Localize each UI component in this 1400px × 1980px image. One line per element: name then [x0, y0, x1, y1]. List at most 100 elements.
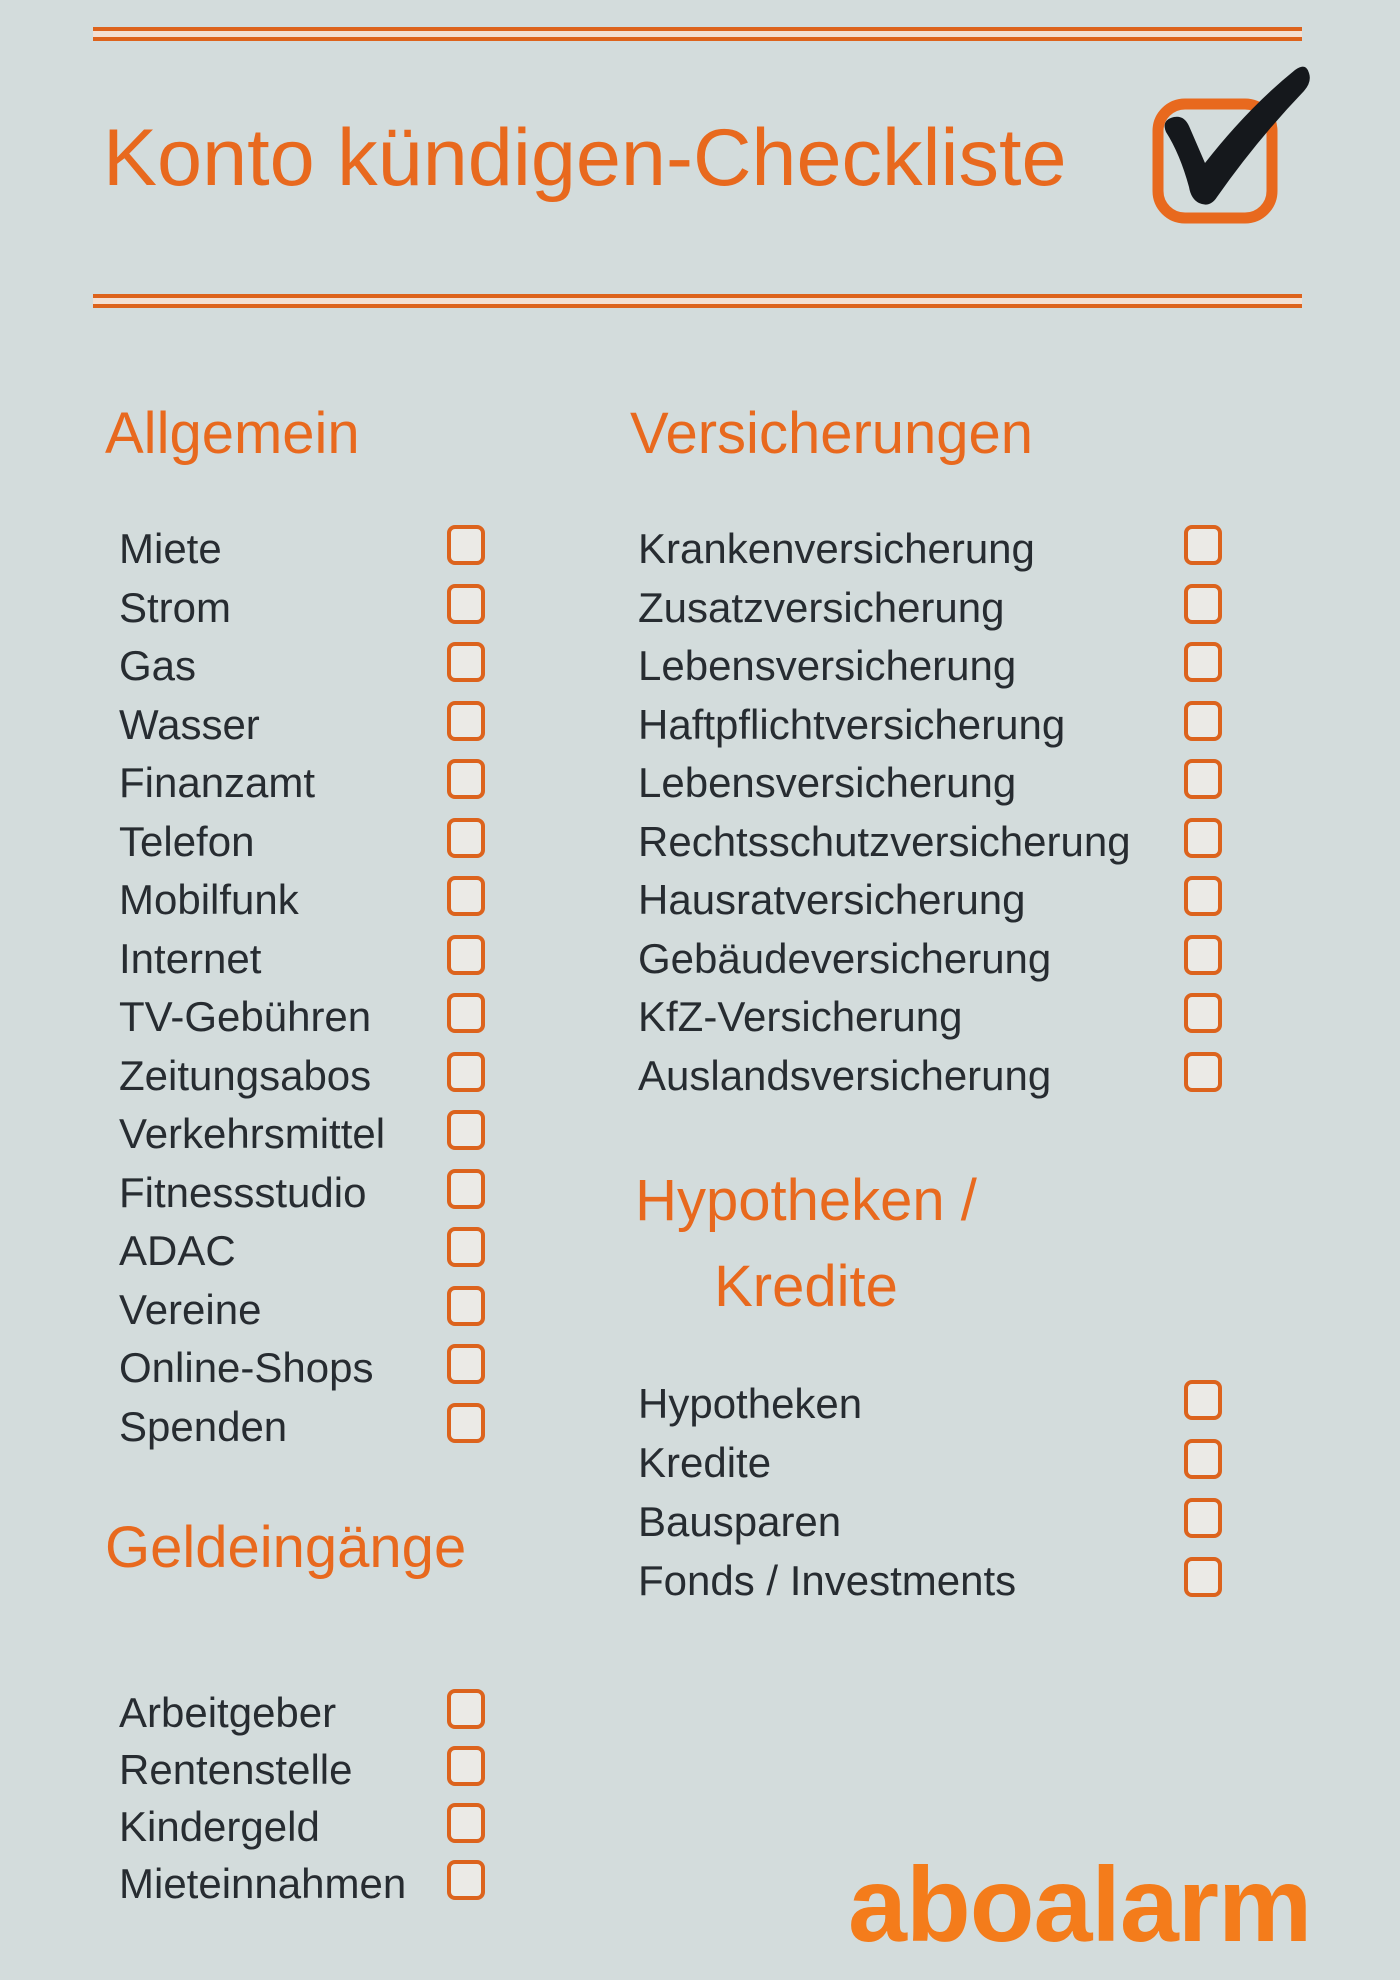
section-title-hypotheken-kredite: Hypotheken / Kredite: [630, 1158, 982, 1330]
checklist-item: Finanzamt: [105, 754, 485, 813]
item-checkbox[interactable]: [447, 1227, 485, 1268]
checklist-item: Spenden: [105, 1398, 485, 1457]
geldeingaenge-list: Arbeitgeber Rentenstelle Kindergeld Miet…: [105, 1684, 485, 1912]
hypotheken-list: Hypotheken Kredite Bausparen Fonds / Inv…: [630, 1374, 1222, 1610]
item-checkbox[interactable]: [447, 1285, 485, 1326]
item-checkbox[interactable]: [447, 1802, 485, 1843]
item-checkbox[interactable]: [1184, 525, 1222, 566]
item-checkbox[interactable]: [447, 642, 485, 683]
hypotheken-title-line2: Kredite: [714, 1254, 898, 1319]
checklist-item: Vereine: [105, 1281, 485, 1340]
item-label: Rechtsschutzversicherung: [638, 817, 1131, 865]
checklist-item: Strom: [105, 579, 485, 638]
checklist-item: Fitnessstudio: [105, 1164, 485, 1223]
item-label: Zeitungsabos: [119, 1051, 372, 1099]
checklist-item: Internet: [105, 930, 485, 989]
item-label: Kredite: [638, 1438, 772, 1486]
allgemein-list: Miete Strom Gas Wasser: [105, 520, 485, 1456]
item-checkbox[interactable]: [447, 1859, 485, 1900]
section-hypotheken-kredite: Hypotheken / Kredite Hypotheken Kredite B…: [630, 1158, 1222, 1610]
item-checkbox[interactable]: [447, 759, 485, 800]
item-label: TV-Gebühren: [119, 993, 372, 1041]
item-checkbox[interactable]: [447, 876, 485, 917]
top-double-rule: [93, 27, 1302, 41]
item-checkbox[interactable]: [447, 1168, 485, 1209]
item-checkbox[interactable]: [447, 1110, 485, 1151]
checklist-item: Hypotheken: [630, 1374, 1222, 1433]
checklist-item: Arbeitgeber: [105, 1684, 485, 1741]
item-checkbox[interactable]: [1184, 1438, 1222, 1479]
item-label: Lebensversicherung: [638, 642, 1017, 690]
checklist-item: Krankenversicherung: [630, 520, 1222, 579]
item-label: Fonds / Investments: [638, 1556, 1017, 1604]
checklist-item: Rentenstelle: [105, 1741, 485, 1798]
checklist-item: Kredite: [630, 1433, 1222, 1492]
checklist-item: Auslandsversicherung: [630, 1047, 1222, 1106]
item-label: Finanzamt: [119, 759, 316, 807]
item-checkbox[interactable]: [447, 583, 485, 624]
section-geldeingaenge: Geldeingänge Arbeitgeber Rentenstelle Ki…: [105, 1512, 485, 1912]
item-label: Mieteinnahmen: [119, 1859, 407, 1907]
item-label: ADAC: [119, 1227, 236, 1275]
checked-checkbox-icon: [1152, 66, 1310, 224]
section-title-versicherungen: Versicherungen: [630, 401, 1034, 466]
item-checkbox[interactable]: [447, 993, 485, 1034]
item-label: Fitnessstudio: [119, 1168, 367, 1216]
item-checkbox[interactable]: [447, 1688, 485, 1729]
item-checkbox[interactable]: [447, 817, 485, 858]
item-checkbox[interactable]: [1184, 759, 1222, 800]
item-checkbox[interactable]: [1184, 700, 1222, 741]
checklist-item: Gebäudeversicherung: [630, 930, 1222, 989]
checklist-item: Lebensversicherung: [630, 754, 1222, 813]
item-checkbox[interactable]: [447, 1344, 485, 1385]
item-checkbox[interactable]: [1184, 993, 1222, 1034]
checklist-item: Telefon: [105, 813, 485, 872]
item-label: Kindergeld: [119, 1802, 320, 1850]
item-checkbox[interactable]: [1184, 583, 1222, 624]
item-label: Arbeitgeber: [119, 1688, 337, 1736]
item-label: Lebensversicherung: [638, 759, 1017, 807]
item-checkbox[interactable]: [447, 700, 485, 741]
item-checkbox[interactable]: [447, 1402, 485, 1443]
item-label: Strom: [119, 583, 232, 631]
item-checkbox[interactable]: [1184, 817, 1222, 858]
item-label: Hypotheken: [638, 1379, 863, 1427]
checklist-item: Haftpflichtversicherung: [630, 696, 1222, 755]
checklist-item: Rechtsschutzversicherung: [630, 813, 1222, 872]
item-label: Haftpflichtversicherung: [638, 700, 1066, 748]
item-checkbox[interactable]: [1184, 642, 1222, 683]
item-checkbox[interactable]: [447, 1051, 485, 1092]
checklist-item: Online-Shops: [105, 1339, 485, 1398]
item-checkbox[interactable]: [1184, 876, 1222, 917]
item-checkbox[interactable]: [1184, 1497, 1222, 1538]
section-title-allgemein: Allgemein: [105, 401, 360, 466]
aboalarm-logo: aboalarm: [848, 1846, 1312, 1964]
checklist-item: Verkehrsmittel: [105, 1105, 485, 1164]
checklist-item: TV-Gebühren: [105, 988, 485, 1047]
checklist-item: Fonds / Investments: [630, 1551, 1222, 1610]
checklist-item: Mieteinnahmen: [105, 1855, 485, 1912]
checklist-item: Zeitungsabos: [105, 1047, 485, 1106]
item-label: Wasser: [119, 700, 260, 748]
item-label: Zusatzversicherung: [638, 583, 1005, 631]
checklist-item: ADAC: [105, 1222, 485, 1281]
section-versicherungen: Versicherungen Krankenversicherung Zusat…: [630, 398, 1222, 1105]
section-title-geldeingaenge: Geldeingänge: [105, 1515, 467, 1580]
item-label: Bausparen: [638, 1497, 842, 1545]
item-checkbox[interactable]: [447, 1745, 485, 1786]
item-checkbox[interactable]: [1184, 1379, 1222, 1420]
item-label: Verkehrsmittel: [119, 1110, 386, 1158]
versicherungen-list: Krankenversicherung Zusatzversicherung L…: [630, 520, 1222, 1105]
checklist-item: Zusatzversicherung: [630, 579, 1222, 638]
item-label: Online-Shops: [119, 1344, 374, 1392]
item-checkbox[interactable]: [1184, 1051, 1222, 1092]
bottom-double-rule: [93, 294, 1302, 308]
item-checkbox[interactable]: [1184, 1556, 1222, 1597]
checklist-item: Bausparen: [630, 1492, 1222, 1551]
item-checkbox[interactable]: [1184, 934, 1222, 975]
item-checkbox[interactable]: [447, 934, 485, 975]
item-label: Krankenversicherung: [638, 525, 1035, 573]
checklist-item: Wasser: [105, 696, 485, 755]
item-checkbox[interactable]: [447, 525, 485, 566]
